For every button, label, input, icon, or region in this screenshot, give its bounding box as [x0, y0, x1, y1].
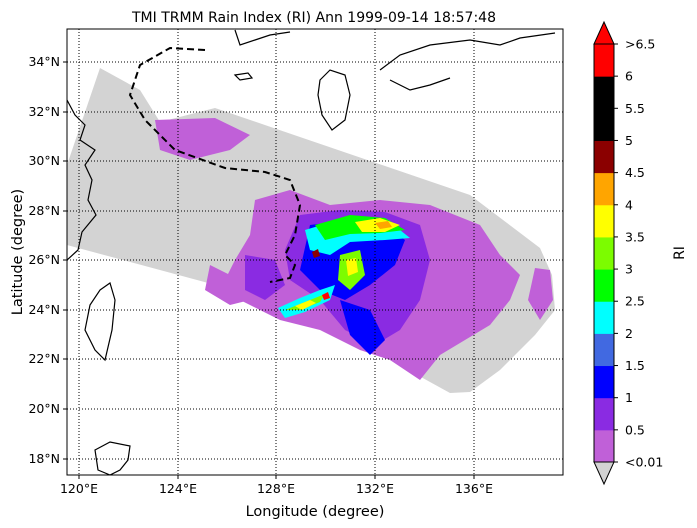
- colorbar-under-arrow: [593, 461, 615, 486]
- colorbar-segment: [594, 108, 614, 141]
- colorbar-tick-label: <0.01: [625, 455, 663, 470]
- rain-region-light-east: [528, 268, 553, 320]
- colorbar-segment: [594, 365, 614, 399]
- cheju-island: [233, 72, 254, 81]
- taiwan-coastline: [84, 282, 116, 362]
- kyushu-coastline: [317, 69, 351, 131]
- map-title: TMI TRMM Rain Index (RI) Ann 1999-09-14 …: [131, 10, 496, 26]
- colorbar-tick-label: 1: [625, 390, 633, 405]
- colorbar-tick-label: 1.5: [625, 358, 645, 373]
- x-axis-label: Longitude (degree): [246, 504, 385, 520]
- colorbar-segment: [594, 140, 614, 174]
- colorbar-tick-label: 2: [625, 326, 633, 341]
- rain-region-darkred: [312, 249, 320, 258]
- x-tick-label: 128°E: [257, 481, 295, 496]
- colorbar-tick-label: 6: [625, 69, 633, 84]
- colorbar-segment: [594, 172, 614, 206]
- rain-region-yellow-sw: [295, 300, 316, 310]
- colorbar-segment: [594, 397, 614, 431]
- colorbar-tick-label: 4.5: [625, 165, 645, 180]
- x-tick-label: 136°E: [455, 481, 493, 496]
- rain-region-red: [322, 292, 330, 300]
- rain-region-light-south: [205, 265, 250, 305]
- y-tick-label: 28°N: [28, 203, 60, 218]
- china-coastline: [67, 99, 97, 261]
- x-tick-label: 132°E: [356, 481, 394, 496]
- colorbar-segment: [594, 76, 614, 109]
- map-frame: [66, 28, 564, 476]
- colorbar-segment: [594, 333, 614, 367]
- y-tick-label: 18°N: [28, 451, 60, 466]
- colorbar: >6.5 6 5.5 5 4.5 4 3.5 3 2.5 2 1.5 1 0.5 <0.01 RI: [593, 20, 688, 486]
- colorbar-label: RI: [672, 246, 688, 260]
- y-tick-label: 32°N: [28, 104, 60, 119]
- colorbar-over-arrow: [593, 20, 615, 45]
- colorbar-segments: [594, 44, 614, 463]
- colorbar-frame: [593, 43, 615, 463]
- typhoon-boundary-dashed: [128, 46, 302, 283]
- colorbar-tick-label: 2.5: [625, 294, 645, 309]
- y-axis-label: Latitude (degree): [10, 189, 26, 315]
- coastlines: [67, 29, 556, 475]
- colorbar-tick-label: 3.5: [625, 229, 645, 244]
- map-panel: 120°E 124°E 128°E 132°E 136°E Longitude …: [10, 28, 564, 520]
- colorbar-ticks: >6.5 6 5.5 5 4.5 4 3.5 3 2.5 2 1.5 1 0.5 <0.01: [614, 37, 663, 470]
- rain-field: [155, 118, 553, 380]
- korea-japan-coastline: [234, 29, 291, 46]
- y-axis: 34°N 32°N 30°N 28°N 26°N 24°N 22°N 20°N …: [10, 54, 67, 466]
- honshu-south-coastline: [389, 77, 451, 91]
- colorbar-segment: [594, 44, 614, 77]
- colorbar-tick-label: 0.5: [625, 422, 645, 437]
- y-tick-label: 22°N: [28, 351, 60, 366]
- y-tick-label: 26°N: [28, 252, 60, 267]
- colorbar-segment: [594, 301, 614, 334]
- colorbar-tick-label: 5: [625, 133, 633, 148]
- colorbar-tick-label: >6.5: [625, 37, 655, 52]
- colorbar-tick-label: 4: [625, 197, 633, 212]
- y-tick-label: 30°N: [28, 153, 60, 168]
- shikoku-honshu-coastline: [379, 32, 556, 71]
- rain-region-yellow-center: [346, 258, 358, 276]
- colorbar-segment: [594, 269, 614, 302]
- luzon-coastline: [94, 441, 131, 475]
- colorbar-tick-label: 3: [625, 262, 633, 277]
- colorbar-segment: [594, 204, 614, 238]
- colorbar-segment: [594, 429, 614, 463]
- x-tick-label: 124°E: [159, 481, 197, 496]
- rain-region-moderate-sw: [245, 255, 285, 300]
- y-tick-label: 24°N: [28, 302, 60, 317]
- x-tick-label: 120°E: [60, 481, 98, 496]
- rain-region-light-scatter-nw: [155, 118, 250, 160]
- grid-lines: [67, 29, 563, 475]
- rain-region-orange: [375, 221, 392, 229]
- x-axis: 120°E 124°E 128°E 132°E 136°E Longitude …: [60, 475, 493, 520]
- y-tick-label: 34°N: [28, 54, 60, 69]
- rain-region-blue-south: [340, 300, 385, 355]
- y-tick-label: 20°N: [28, 401, 60, 416]
- colorbar-segment: [594, 236, 614, 270]
- colorbar-tick-label: 5.5: [625, 101, 645, 116]
